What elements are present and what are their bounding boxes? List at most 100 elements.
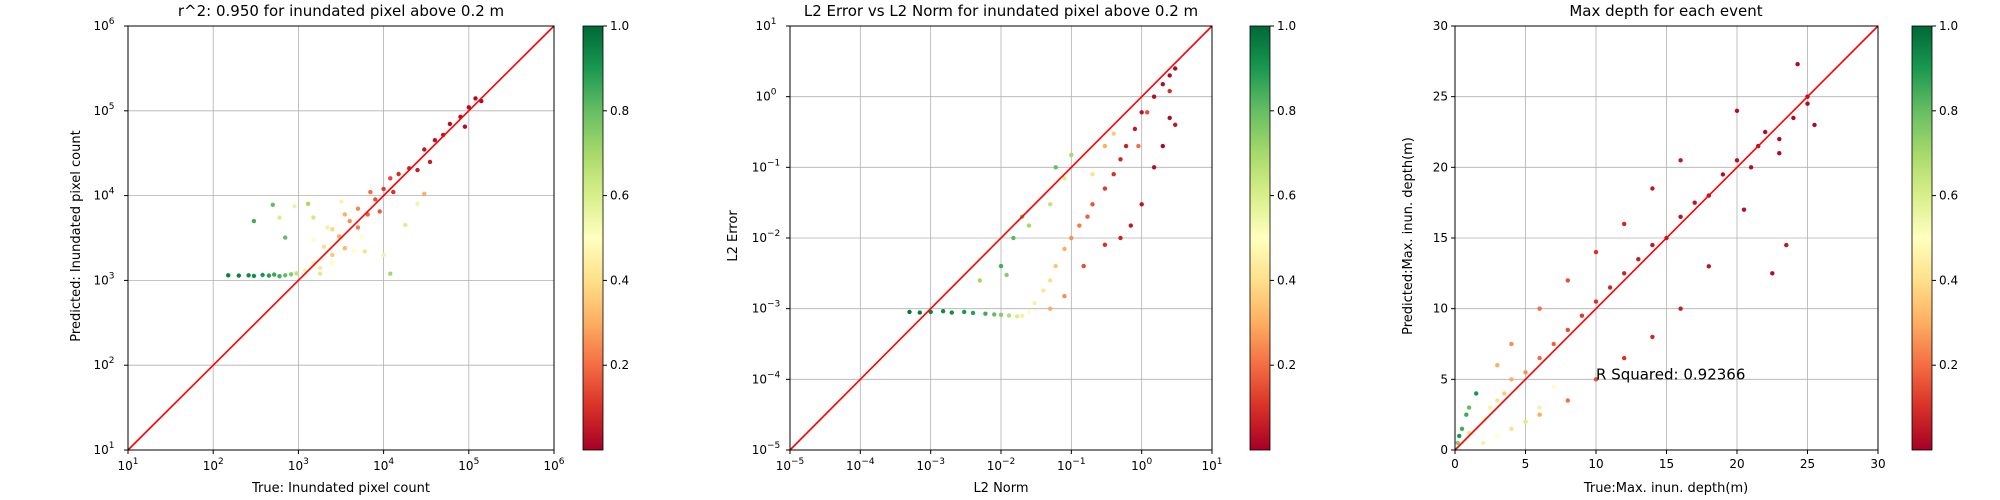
scatter-point xyxy=(1173,122,1178,128)
scatter-point xyxy=(391,189,396,195)
scatter-point xyxy=(1488,405,1493,410)
scatter-point xyxy=(1459,426,1465,431)
chart-panel-1: 101 102 103 104 105 106 101 102 103 104 105 106 r^2… xyxy=(69,2,629,496)
scatter-point xyxy=(272,272,277,277)
scatter-point xyxy=(1502,391,1507,396)
scatter-point xyxy=(388,271,393,276)
scatter-point xyxy=(1048,278,1053,283)
scatter-point xyxy=(339,199,344,204)
scatter-point xyxy=(1464,412,1469,417)
y-axis-label-1: Predicted: Inundated pixel count xyxy=(69,130,84,341)
colorbar-tick-label: 0.4 xyxy=(1277,273,1296,287)
scatter-point xyxy=(1523,419,1528,424)
scatter-point xyxy=(1160,143,1166,149)
x-tick-label: 106 xyxy=(543,457,564,473)
scatter-point xyxy=(330,227,335,232)
colorbar-tick-label: 0.8 xyxy=(610,104,629,118)
scatter-point xyxy=(305,201,311,206)
colorbar-tick-label: 1.0 xyxy=(1277,19,1296,33)
plot-area-1: 101 102 103 104 105 106 101 102 103 104 105 106 xyxy=(93,17,564,473)
y-tick-label: 105 xyxy=(93,102,114,118)
scatter-point xyxy=(1495,433,1500,439)
scatter-point xyxy=(1734,158,1740,163)
scatter-point xyxy=(992,312,997,317)
x-axis-label-2: L2 Norm xyxy=(973,481,1028,496)
scatter-point xyxy=(1081,263,1086,269)
scatter-point xyxy=(1481,440,1486,446)
scatter-point xyxy=(1062,294,1067,299)
scatter-point xyxy=(388,176,393,181)
scatter-point xyxy=(1593,249,1599,255)
scatter-point xyxy=(403,222,408,228)
scatter-point xyxy=(1006,313,1012,318)
chart-panel-3: 0 5 10 15 20 25 30 0 5 10 15 20 25 30 Max depth for e… xyxy=(1401,2,1958,496)
scatter-point xyxy=(355,225,361,230)
scatter-point xyxy=(940,309,946,314)
colorbar-gradient xyxy=(582,25,604,451)
scatter-point xyxy=(317,265,323,271)
scatter-point xyxy=(277,274,282,279)
scatter-point xyxy=(1004,272,1009,278)
scatter-point xyxy=(1812,122,1817,128)
scatter-point xyxy=(226,273,231,278)
scatter-point xyxy=(962,309,967,315)
scatter-point xyxy=(1720,172,1726,177)
scatter-point xyxy=(1090,172,1095,177)
plot-frame xyxy=(127,25,555,451)
x-tick-label: 10−1 xyxy=(1057,457,1086,473)
scatter-point xyxy=(447,121,453,127)
y-tick-label: 100 xyxy=(755,88,776,104)
scatter-point xyxy=(1062,246,1067,252)
scatter-point xyxy=(1565,327,1571,333)
scatter-point xyxy=(1777,151,1782,156)
scatter-point xyxy=(1537,355,1542,361)
scatter-point xyxy=(1795,61,1800,67)
x-tick-label: 105 xyxy=(458,457,479,473)
scatter-point xyxy=(377,209,382,214)
colorbar-3: 0.2 0.4 0.6 0.8 1.0 xyxy=(1911,19,1958,451)
scatter-point xyxy=(1457,433,1462,439)
scatter-point xyxy=(1650,334,1655,340)
scatter-point xyxy=(1167,115,1172,121)
scatter-point xyxy=(1622,271,1627,276)
chart-title-3: Max depth for each event xyxy=(1569,2,1762,20)
scatter-point xyxy=(1026,309,1032,315)
y-tick-label: 104 xyxy=(93,187,114,203)
scatter-point xyxy=(288,272,294,277)
plot-area-3: 0 5 10 15 20 25 30 0 5 10 15 20 25 30 xyxy=(1433,19,1886,471)
scatter-point xyxy=(1579,313,1585,318)
scatter-point xyxy=(1622,355,1627,361)
reference-line xyxy=(789,25,1213,451)
colorbar-gradient xyxy=(1911,25,1933,451)
scatter-point xyxy=(347,218,352,224)
scatter-point xyxy=(1128,223,1134,228)
scatter-point xyxy=(325,225,330,230)
x-tick-label: 10−2 xyxy=(987,457,1016,473)
scatter-point xyxy=(292,204,297,209)
x-tick-label: 10−3 xyxy=(916,457,945,473)
plot-area-2: 10−5 10−4 10−3 10−2 10−1 100 101 10−5 10−4 10−3 10… xyxy=(752,17,1223,473)
scatter-point xyxy=(1537,405,1542,410)
scatter-point xyxy=(1607,285,1613,290)
colorbar-tick-label: 0.8 xyxy=(1939,104,1958,118)
scatter-point xyxy=(473,96,478,101)
scatter-point xyxy=(270,202,275,207)
y-tick-label: 5 xyxy=(1440,372,1448,386)
colorbar-tick-label: 0.6 xyxy=(1939,189,1958,203)
scatter-point xyxy=(1509,426,1514,431)
scatter-point xyxy=(1111,131,1116,136)
chart-title-1: r^2: 0.950 for inundated pixel above 0.2… xyxy=(178,2,504,20)
scatter-point xyxy=(373,197,378,202)
y-axis-label-2: L2 Error xyxy=(726,210,741,262)
y-tick-label: 101 xyxy=(755,17,776,33)
scatter-point xyxy=(917,310,922,315)
scatter-point xyxy=(251,218,257,224)
scatter-point xyxy=(236,273,241,278)
scatter-point xyxy=(1173,66,1178,71)
scatter-point xyxy=(342,246,347,251)
scatter-point xyxy=(359,235,364,240)
scatter-point xyxy=(1041,288,1046,293)
scatter-point xyxy=(1474,391,1479,396)
scatter-point xyxy=(1069,152,1074,158)
colorbar-tick-label: 0.2 xyxy=(1939,358,1958,372)
